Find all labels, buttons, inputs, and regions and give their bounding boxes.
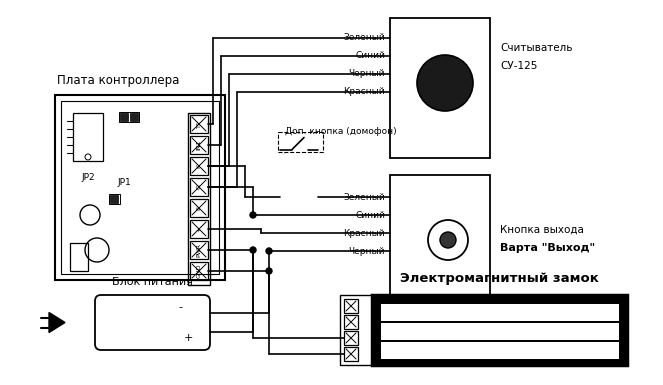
Text: Красный: Красный (343, 229, 385, 238)
Bar (130, 113, 138, 121)
Bar (70, 243, 88, 271)
Text: Зеленый: Зеленый (343, 192, 385, 201)
Bar (380, 322, 619, 340)
Text: Красный: Красный (343, 87, 385, 97)
Bar (188, 113, 210, 285)
Bar (344, 347, 358, 361)
Bar (190, 178, 208, 196)
Text: Доп. кнопка (домофон): Доп. кнопка (домофон) (285, 127, 396, 136)
Text: +: + (196, 226, 202, 232)
Text: Плата контроллера: Плата контроллера (57, 74, 180, 87)
Text: Зеленый: Зеленый (343, 33, 385, 42)
Text: PWR: PWR (196, 243, 202, 257)
Bar (344, 315, 358, 329)
Circle shape (266, 268, 272, 274)
Bar (190, 157, 208, 175)
Text: IN1: IN1 (196, 140, 202, 150)
Text: Электромагнитный замок: Электромагнитный замок (400, 272, 599, 285)
Text: JP2: JP2 (81, 173, 95, 182)
Polygon shape (49, 313, 65, 333)
Bar (390, 175, 490, 305)
Bar (120, 113, 128, 121)
Text: Блок питания: Блок питания (112, 277, 193, 287)
Text: Черный: Черный (349, 70, 385, 79)
Bar (278, 132, 323, 152)
Circle shape (417, 55, 473, 111)
Text: СУ-125: СУ-125 (500, 61, 538, 71)
Text: GND: GND (196, 264, 202, 278)
Text: K: K (196, 164, 202, 168)
Bar (190, 241, 208, 259)
Bar (344, 299, 358, 313)
Text: +: + (374, 350, 381, 358)
Bar (190, 136, 208, 154)
Text: E: E (196, 206, 202, 210)
Bar (110, 195, 118, 203)
Text: Синий: Синий (355, 52, 385, 60)
Circle shape (440, 232, 456, 248)
Circle shape (250, 247, 256, 253)
Text: G: G (196, 184, 202, 189)
Text: Синий: Синий (355, 211, 385, 219)
Bar (55, 95, 225, 280)
Bar (190, 262, 208, 280)
Bar (119, 112, 139, 122)
Text: -: - (178, 302, 182, 312)
Bar (109, 194, 120, 204)
Bar (380, 303, 619, 321)
Bar (380, 341, 619, 359)
Bar (372, 295, 627, 365)
Text: -: - (374, 333, 377, 343)
Text: JP1: JP1 (117, 178, 131, 187)
Bar (190, 115, 208, 133)
Text: T1: T1 (196, 120, 202, 128)
Bar (344, 331, 358, 345)
Circle shape (266, 248, 272, 254)
Bar (390, 18, 490, 158)
Text: Кнопка выхода: Кнопка выхода (500, 225, 584, 235)
Bar (190, 220, 208, 238)
Text: Считыватель: Считыватель (500, 43, 572, 53)
Circle shape (250, 212, 256, 218)
Bar (340, 295, 372, 365)
Text: Варта "Выход": Варта "Выход" (500, 243, 595, 253)
Text: Черный: Черный (349, 246, 385, 256)
Bar (190, 199, 208, 217)
Bar (61, 101, 219, 274)
Text: +: + (183, 333, 193, 343)
Bar (73, 113, 103, 161)
